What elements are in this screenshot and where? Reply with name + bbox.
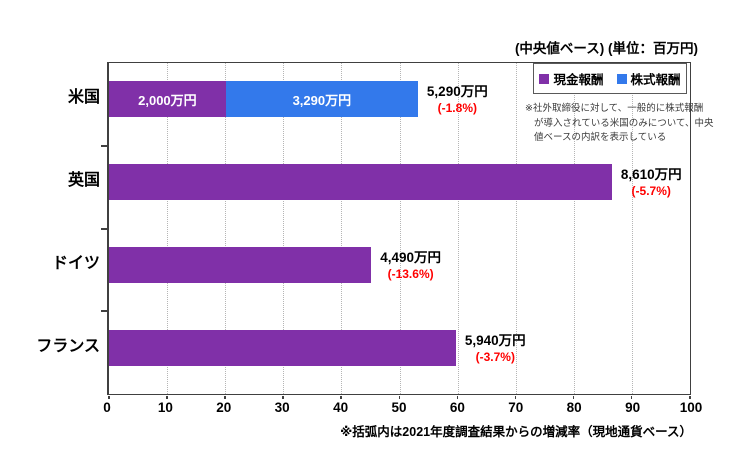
x-tick-label-40: 40 — [333, 400, 349, 415]
bar-segment-label: 3,290万円 — [292, 92, 352, 108]
bar-change-label: (-13.6%) — [387, 266, 434, 281]
x-axis-tick — [456, 396, 459, 399]
plot-area: 2,000万円 3,290万円 5,290万円 (-1.8%) 8,610万円 (-5.7… — [101, 62, 691, 399]
x-tick-label-60: 60 — [449, 400, 465, 415]
x-axis-tick — [340, 396, 342, 399]
bar-change-label: (-1.8%) — [437, 100, 477, 115]
legend: 現金報酬 株式報酬 — [533, 63, 687, 94]
bar-segment-cash: 2,000万円 — [109, 81, 226, 117]
country-label-1: 英国 — [67, 172, 100, 189]
bar-row-2 — [109, 247, 372, 283]
x-tick-label-70: 70 — [508, 400, 524, 415]
bar-row-0: 2,000万円 3,290万円 — [109, 81, 418, 117]
y-axis-tick — [101, 144, 107, 147]
bar-value-block-2: 4,490万円 (-13.6%) — [380, 246, 441, 284]
gridline — [515, 63, 517, 394]
gridline — [225, 63, 227, 394]
x-axis-tick — [630, 396, 633, 399]
legend-item-0: 現金報酬 — [539, 69, 604, 88]
legend-item-label: 現金報酬 — [553, 73, 604, 87]
country-label-3: フランス — [36, 338, 100, 355]
x-axis-tick — [108, 396, 110, 399]
gridline — [631, 63, 633, 394]
x-axis-tick — [282, 396, 284, 399]
bar-total-label: 5,290万円 — [426, 83, 488, 99]
x-axis-tick — [514, 396, 517, 399]
gridline — [457, 63, 459, 394]
y-axis-tick — [101, 310, 107, 313]
x-axis-tick — [689, 396, 691, 399]
bar-segment-stock: 3,290万円 — [225, 81, 418, 117]
bar-segment-cash — [109, 164, 612, 200]
bar-change-label: (-5.7%) — [631, 183, 671, 198]
bar-segment-cash — [109, 247, 372, 283]
x-tick-label-30: 30 — [274, 400, 290, 415]
note-line-2: 値ベースの内訳を表示している — [534, 132, 667, 143]
x-tick-label-100: 100 — [679, 400, 703, 415]
bar-total-label: 4,490万円 — [380, 249, 441, 265]
x-axis-tick — [224, 396, 226, 399]
gridline — [399, 63, 401, 394]
bar-total-label: 5,940万円 — [464, 332, 526, 348]
gridline — [341, 63, 343, 394]
bar-value-block-0: 5,290万円 (-1.8%) — [427, 80, 488, 118]
legend-swatch-icon — [539, 73, 550, 84]
x-axis-tick — [166, 396, 168, 399]
x-tick-label-0: 0 — [103, 400, 111, 415]
legend-item-1: 株式報酬 — [616, 69, 681, 88]
bar-value-block-3: 5,940万円 (-3.7%) — [465, 329, 526, 367]
country-label-2: ドイツ — [51, 255, 100, 272]
bar-change-label: (-3.7%) — [475, 349, 515, 364]
x-axis-tick — [572, 396, 575, 399]
bar-value-block-1: 8,610万円 (-5.7%) — [621, 163, 682, 201]
x-tick-label-50: 50 — [391, 400, 407, 415]
x-tick-label-10: 10 — [157, 400, 173, 415]
country-label-0: 米国 — [67, 89, 100, 106]
x-tick-label-90: 90 — [625, 400, 641, 415]
methodology-note: ※社外取締役に対して、一般的に株式報酬が導入されている米国のみについて、中央 値ベ… — [525, 102, 725, 146]
bar-segment-cash — [109, 330, 456, 366]
gridline — [167, 63, 169, 394]
note-line-1: が導入されている米国のみについて、中央 — [534, 117, 714, 129]
gridline — [573, 63, 575, 394]
x-axis-tick — [398, 396, 400, 399]
footnote: ※括弧内は2021年度調査結果からの増減率（現地通貨ベース） — [340, 425, 692, 439]
x-tick-label-20: 20 — [216, 400, 232, 415]
gridline — [283, 63, 285, 394]
bar-segment-label: 2,000万円 — [138, 92, 197, 108]
bar-row-1 — [109, 164, 612, 200]
legend-item-label: 株式報酬 — [630, 73, 681, 87]
legend-swatch-icon — [616, 73, 627, 84]
x-tick-label-80: 80 — [566, 400, 582, 415]
bar-total-label: 8,610万円 — [620, 166, 682, 182]
note-line-0: ※社外取締役に対して、一般的に株式報酬 — [525, 103, 704, 114]
chart-subtitle: (中央値ベース) (単位：百万円) — [514, 41, 698, 56]
y-axis-tick — [101, 227, 107, 230]
bar-row-3 — [109, 330, 456, 366]
